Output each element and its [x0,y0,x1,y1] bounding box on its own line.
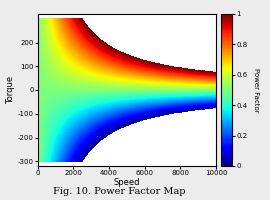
Text: Fig. 10. Power Factor Map: Fig. 10. Power Factor Map [53,187,185,196]
Y-axis label: Torque: Torque [6,76,15,104]
X-axis label: Speed: Speed [114,178,140,187]
Y-axis label: Power Factor: Power Factor [253,68,259,112]
